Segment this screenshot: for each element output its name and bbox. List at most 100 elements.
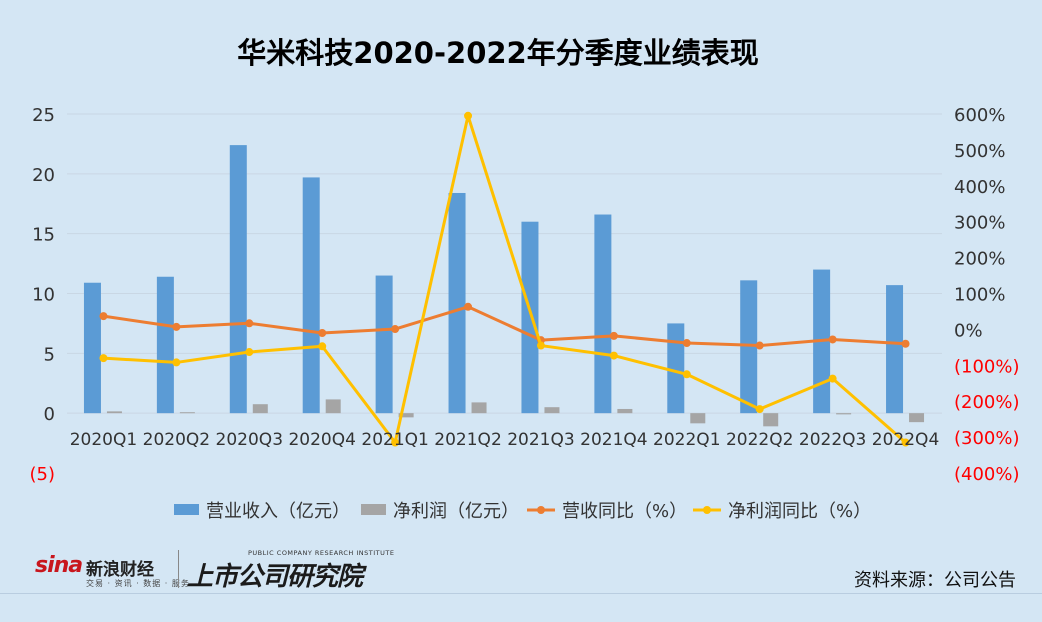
institute-logo: 上市公司研究院: [187, 562, 363, 592]
net-profit-yoy-point: [901, 438, 910, 447]
x-tick-label: 2022Q4: [872, 430, 939, 450]
net-profit-yoy-point: [536, 341, 545, 350]
revenue-yoy-point: [901, 339, 910, 348]
right-tick-label: 600%: [954, 105, 1005, 126]
net-profit-bar: [836, 413, 852, 415]
lines: [99, 111, 910, 447]
footer-divider: [0, 593, 1042, 594]
legend-label: 净利润（亿元）: [393, 501, 519, 522]
net-profit-bar: [252, 404, 268, 414]
left-tick-label: 15: [32, 225, 55, 246]
revenue-yoy-point: [99, 312, 108, 321]
legend-marker: [537, 506, 545, 514]
logo-divider: [178, 550, 179, 588]
revenue-yoy-point: [245, 319, 254, 328]
x-tick-label: 2022Q3: [799, 430, 866, 450]
sina-finance-subtitle: 交易 · 资讯 · 数据 · 服务: [86, 579, 190, 588]
revenue-yoy-line: [103, 305, 906, 348]
revenue-bar: [594, 214, 612, 414]
net-profit-bar: [909, 413, 925, 423]
revenue-bar: [156, 276, 174, 414]
x-tick-label: 2021Q4: [580, 430, 647, 450]
revenue-yoy-point: [609, 331, 618, 340]
legend-swatch: [361, 504, 386, 515]
legend-marker: [703, 506, 711, 514]
revenue-yoy-point: [828, 335, 837, 344]
left-tick-label: 5: [44, 344, 55, 365]
revenue-bar: [740, 280, 758, 414]
net-profit-yoy-point: [391, 438, 400, 447]
net-profit-yoy-line: [103, 114, 907, 444]
net-profit-yoy-point: [755, 405, 764, 414]
net-profit-yoy-point: [682, 370, 691, 379]
x-tick-label: 2021Q1: [361, 430, 428, 450]
bars: [83, 145, 925, 427]
left-axis: (5) 0 5 10 15 20 25: [30, 105, 56, 485]
x-tick-label: 2020Q3: [216, 430, 283, 450]
legend-label: 营业收入（亿元）: [206, 501, 350, 522]
left-tick-label: (5): [30, 464, 56, 485]
x-tick-label: 2021Q2: [434, 430, 501, 450]
net-profit-yoy-point: [172, 358, 181, 367]
right-tick-label: 300%: [954, 213, 1005, 234]
right-tick-label: (300%): [954, 428, 1020, 449]
revenue-bar: [83, 282, 101, 414]
net-profit-bar: [325, 399, 341, 414]
net-profit-bar: [106, 411, 122, 414]
net-profit-yoy-point: [609, 351, 618, 360]
revenue-yoy-point: [464, 302, 473, 311]
revenue-bar: [667, 323, 685, 414]
x-tick-label: 2020Q2: [143, 430, 210, 450]
right-tick-label: (400%): [954, 464, 1020, 485]
legend-label: 营收同比（%）: [562, 501, 687, 522]
revenue-yoy-point: [391, 325, 400, 334]
revenue-bar: [375, 275, 393, 414]
net-profit-bar: [544, 407, 560, 414]
chart-title: 华米科技2020-2022年分季度业绩表现: [237, 36, 758, 70]
x-tick-label: 2020Q4: [288, 430, 355, 450]
net-profit-yoy-point: [318, 342, 327, 351]
right-tick-label: 200%: [954, 249, 1005, 270]
right-tick-label: 100%: [954, 285, 1005, 306]
net-profit-yoy-point: [464, 111, 473, 120]
left-tick-label: 25: [32, 105, 55, 126]
left-tick-label: 0: [44, 404, 55, 425]
x-axis: 2020Q1 2020Q2 2020Q3 2020Q4 2021Q1 2021Q2 2021…: [70, 430, 940, 450]
right-tick-label: (200%): [954, 392, 1020, 413]
net-profit-bar: [690, 413, 706, 424]
left-tick-label: 10: [32, 285, 55, 306]
revenue-yoy-point: [172, 322, 181, 331]
x-tick-label: 2022Q2: [726, 430, 793, 450]
revenue-bar: [886, 285, 904, 414]
legend: 营业收入（亿元） 净利润（亿元） 营收同比（%） 净利润同比（%）: [174, 501, 871, 522]
right-tick-label: (100%): [954, 356, 1020, 377]
legend-label: 净利润同比（%）: [728, 501, 871, 522]
legend-swatch: [174, 504, 199, 515]
revenue-bar: [229, 145, 247, 414]
right-tick-label: 500%: [954, 141, 1005, 162]
net-profit-bar: [398, 413, 414, 418]
right-axis: (400%) (300%) (200%) (100%) 0% 100% 200% 300% 40…: [954, 105, 1020, 485]
net-profit-yoy-point: [99, 354, 108, 363]
x-tick-label: 2021Q3: [507, 430, 574, 450]
data-source: 资料来源：公司公告: [854, 570, 1016, 591]
revenue-yoy-point: [682, 339, 691, 348]
institute-english-name: PUBLIC COMPANY RESEARCH INSTITUTE: [248, 549, 395, 557]
net-profit-bar: [471, 402, 487, 414]
sina-finance-label: 新浪财经: [86, 560, 154, 580]
chart: 华米科技2020-2022年分季度业绩表现 (5) 0 5 10 15 20 25 (400…: [30, 36, 1020, 522]
net-profit-bar: [179, 412, 195, 414]
revenue-bar: [302, 177, 320, 414]
x-tick-label: 2020Q1: [70, 430, 137, 450]
revenue-bar: [521, 221, 539, 414]
net-profit-yoy-point: [245, 348, 254, 357]
grid: [67, 113, 942, 414]
revenue-yoy-point: [755, 341, 764, 350]
right-tick-label: 0%: [954, 320, 983, 341]
net-profit-bar: [617, 408, 633, 414]
revenue-yoy-point: [318, 328, 327, 337]
net-profit-yoy-point: [828, 374, 837, 383]
x-tick-label: 2022Q1: [653, 430, 720, 450]
net-profit-bar: [763, 413, 779, 427]
revenue-bar: [448, 192, 466, 414]
